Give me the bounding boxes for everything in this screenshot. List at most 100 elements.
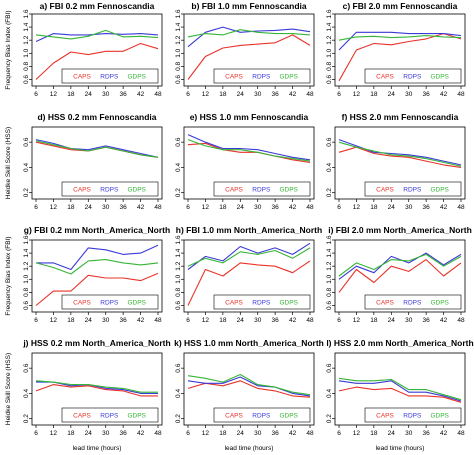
- legend-entry-rdps: RDPS: [403, 74, 422, 81]
- y-tick-label: 0.8: [23, 287, 30, 296]
- x-tick-label: 6: [186, 204, 190, 211]
- x-tick-label: 42: [137, 430, 145, 437]
- y-tick-label: 1.6: [175, 9, 182, 18]
- x-tick-label: 24: [388, 91, 396, 98]
- x-tick-label: 42: [440, 204, 448, 211]
- y-tick-label: 1.0: [175, 48, 182, 57]
- x-tick-label: 6: [34, 204, 38, 211]
- panel-title: i) FBI 2.0 mm North_America_North: [328, 225, 472, 235]
- x-tick-label: 36: [423, 91, 431, 98]
- x-tick-label: 36: [120, 317, 128, 324]
- panel-title: e) HSS 1.0 mm Fennoscandia: [190, 112, 309, 122]
- y-tick-label: 0.4: [326, 389, 333, 398]
- legend-box: [61, 407, 159, 423]
- y-tick-label: 1.2: [23, 261, 30, 270]
- series-line-gdps: [187, 373, 311, 396]
- x-tick-label: 12: [202, 430, 210, 437]
- x-tick-label: 30: [102, 430, 110, 437]
- legend-box: [364, 68, 462, 84]
- y-tick-label: 0.2: [23, 414, 30, 423]
- y-tick-label: 1.4: [175, 248, 182, 257]
- y-tick-label: 1.4: [23, 22, 30, 31]
- panel-title: g) FBI 0.2 mm North_America_North: [24, 225, 170, 235]
- x-tick-label: 48: [306, 317, 314, 324]
- x-tick-label: 6: [186, 317, 190, 324]
- chart-panel: g) FBI 0.2 mm North_America_North 6 12 18 24…: [5, 225, 170, 324]
- x-tick-label: 12: [353, 204, 361, 211]
- legend-entry-caps: CAPS: [73, 187, 91, 194]
- x-tick-label: 30: [405, 430, 413, 437]
- x-tick-label: 30: [254, 317, 262, 324]
- x-tick-label: 6: [186, 430, 190, 437]
- legend-entry-rdps: RDPS: [403, 187, 422, 194]
- x-tick-label: 18: [67, 91, 75, 98]
- legend-entry-caps: CAPS: [376, 300, 394, 307]
- x-tick-label: 18: [67, 204, 75, 211]
- legend-entry-rdps: RDPS: [100, 413, 119, 420]
- legend-entry-rdps: RDPS: [403, 413, 422, 420]
- y-tick-label: 0.6: [23, 75, 30, 84]
- x-tick-label: 42: [440, 91, 448, 98]
- x-tick-label: 48: [306, 91, 314, 98]
- x-tick-label: 6: [34, 430, 38, 437]
- y-tick-label: 0.2: [23, 188, 30, 197]
- x-tick-label: 42: [289, 317, 297, 324]
- series-line-gdps: [35, 29, 159, 40]
- x-tick-label: 18: [67, 430, 75, 437]
- series-line-gdps: [35, 259, 159, 275]
- y-tick-label: 1.2: [326, 261, 333, 270]
- legend-box: [61, 181, 159, 197]
- legend-entry-gdps: GDPS: [430, 300, 449, 307]
- x-tick-label: 18: [370, 204, 378, 211]
- x-tick-label: 12: [50, 430, 58, 437]
- y-tick-label: 0.6: [326, 137, 333, 146]
- y-axis-label: Frequency Bias Index (FBI): [5, 236, 12, 315]
- panel-title: f) HSS 2.0 mm Fennoscandia: [342, 112, 459, 122]
- y-tick-label: 1.0: [326, 48, 333, 57]
- legend-entry-caps: CAPS: [73, 300, 91, 307]
- series-line-rdps: [187, 376, 311, 397]
- x-tick-label: 48: [457, 91, 465, 98]
- y-tick-label: 1.0: [23, 274, 30, 283]
- legend-entry-rdps: RDPS: [252, 74, 271, 81]
- x-tick-label: 12: [353, 317, 361, 324]
- x-tick-label: 30: [405, 91, 413, 98]
- y-tick-label: 1.4: [23, 248, 30, 257]
- panel-title: b) FBI 1.0 mm Fennoscandia: [191, 1, 307, 11]
- x-tick-label: 6: [34, 317, 38, 324]
- x-tick-label: 48: [154, 91, 162, 98]
- legend-entry-gdps: GDPS: [127, 413, 146, 420]
- series-line-rdps: [338, 31, 462, 51]
- legend-entry-gdps: GDPS: [127, 74, 146, 81]
- legend-entry-rdps: RDPS: [252, 413, 271, 420]
- series-line-caps: [338, 259, 462, 293]
- x-tick-label: 36: [120, 91, 128, 98]
- x-axis-label: lead time (hours): [376, 445, 425, 452]
- y-tick-label: 0.6: [175, 301, 182, 310]
- x-tick-label: 48: [154, 317, 162, 324]
- x-tick-label: 24: [85, 91, 93, 98]
- chart-panel: d) HSS 0.2 mm Fennoscandia 6 12 18 24 30 36 42 4…: [5, 112, 163, 211]
- plot-frame: [31, 352, 163, 426]
- y-tick-label: 0.6: [175, 137, 182, 146]
- x-tick-label: 36: [272, 317, 280, 324]
- series-line-gdps: [35, 380, 158, 393]
- legend-entry-rdps: RDPS: [100, 187, 119, 194]
- legend-entry-gdps: GDPS: [430, 74, 449, 81]
- legend-entry-caps: CAPS: [73, 413, 91, 420]
- x-tick-label: 30: [102, 204, 110, 211]
- x-tick-label: 6: [337, 317, 341, 324]
- x-tick-label: 12: [202, 204, 210, 211]
- series-line-caps: [187, 34, 311, 80]
- series-line-caps: [35, 272, 159, 306]
- x-tick-label: 48: [154, 430, 162, 437]
- plot-frame: [183, 239, 315, 313]
- series-line-caps: [187, 260, 311, 306]
- x-tick-label: 36: [272, 204, 280, 211]
- series-line-caps: [338, 386, 462, 403]
- y-tick-label: 0.8: [326, 287, 333, 296]
- legend-entry-rdps: RDPS: [100, 74, 119, 81]
- x-axis-label: lead time (hours): [225, 445, 274, 452]
- x-tick-label: 12: [50, 91, 58, 98]
